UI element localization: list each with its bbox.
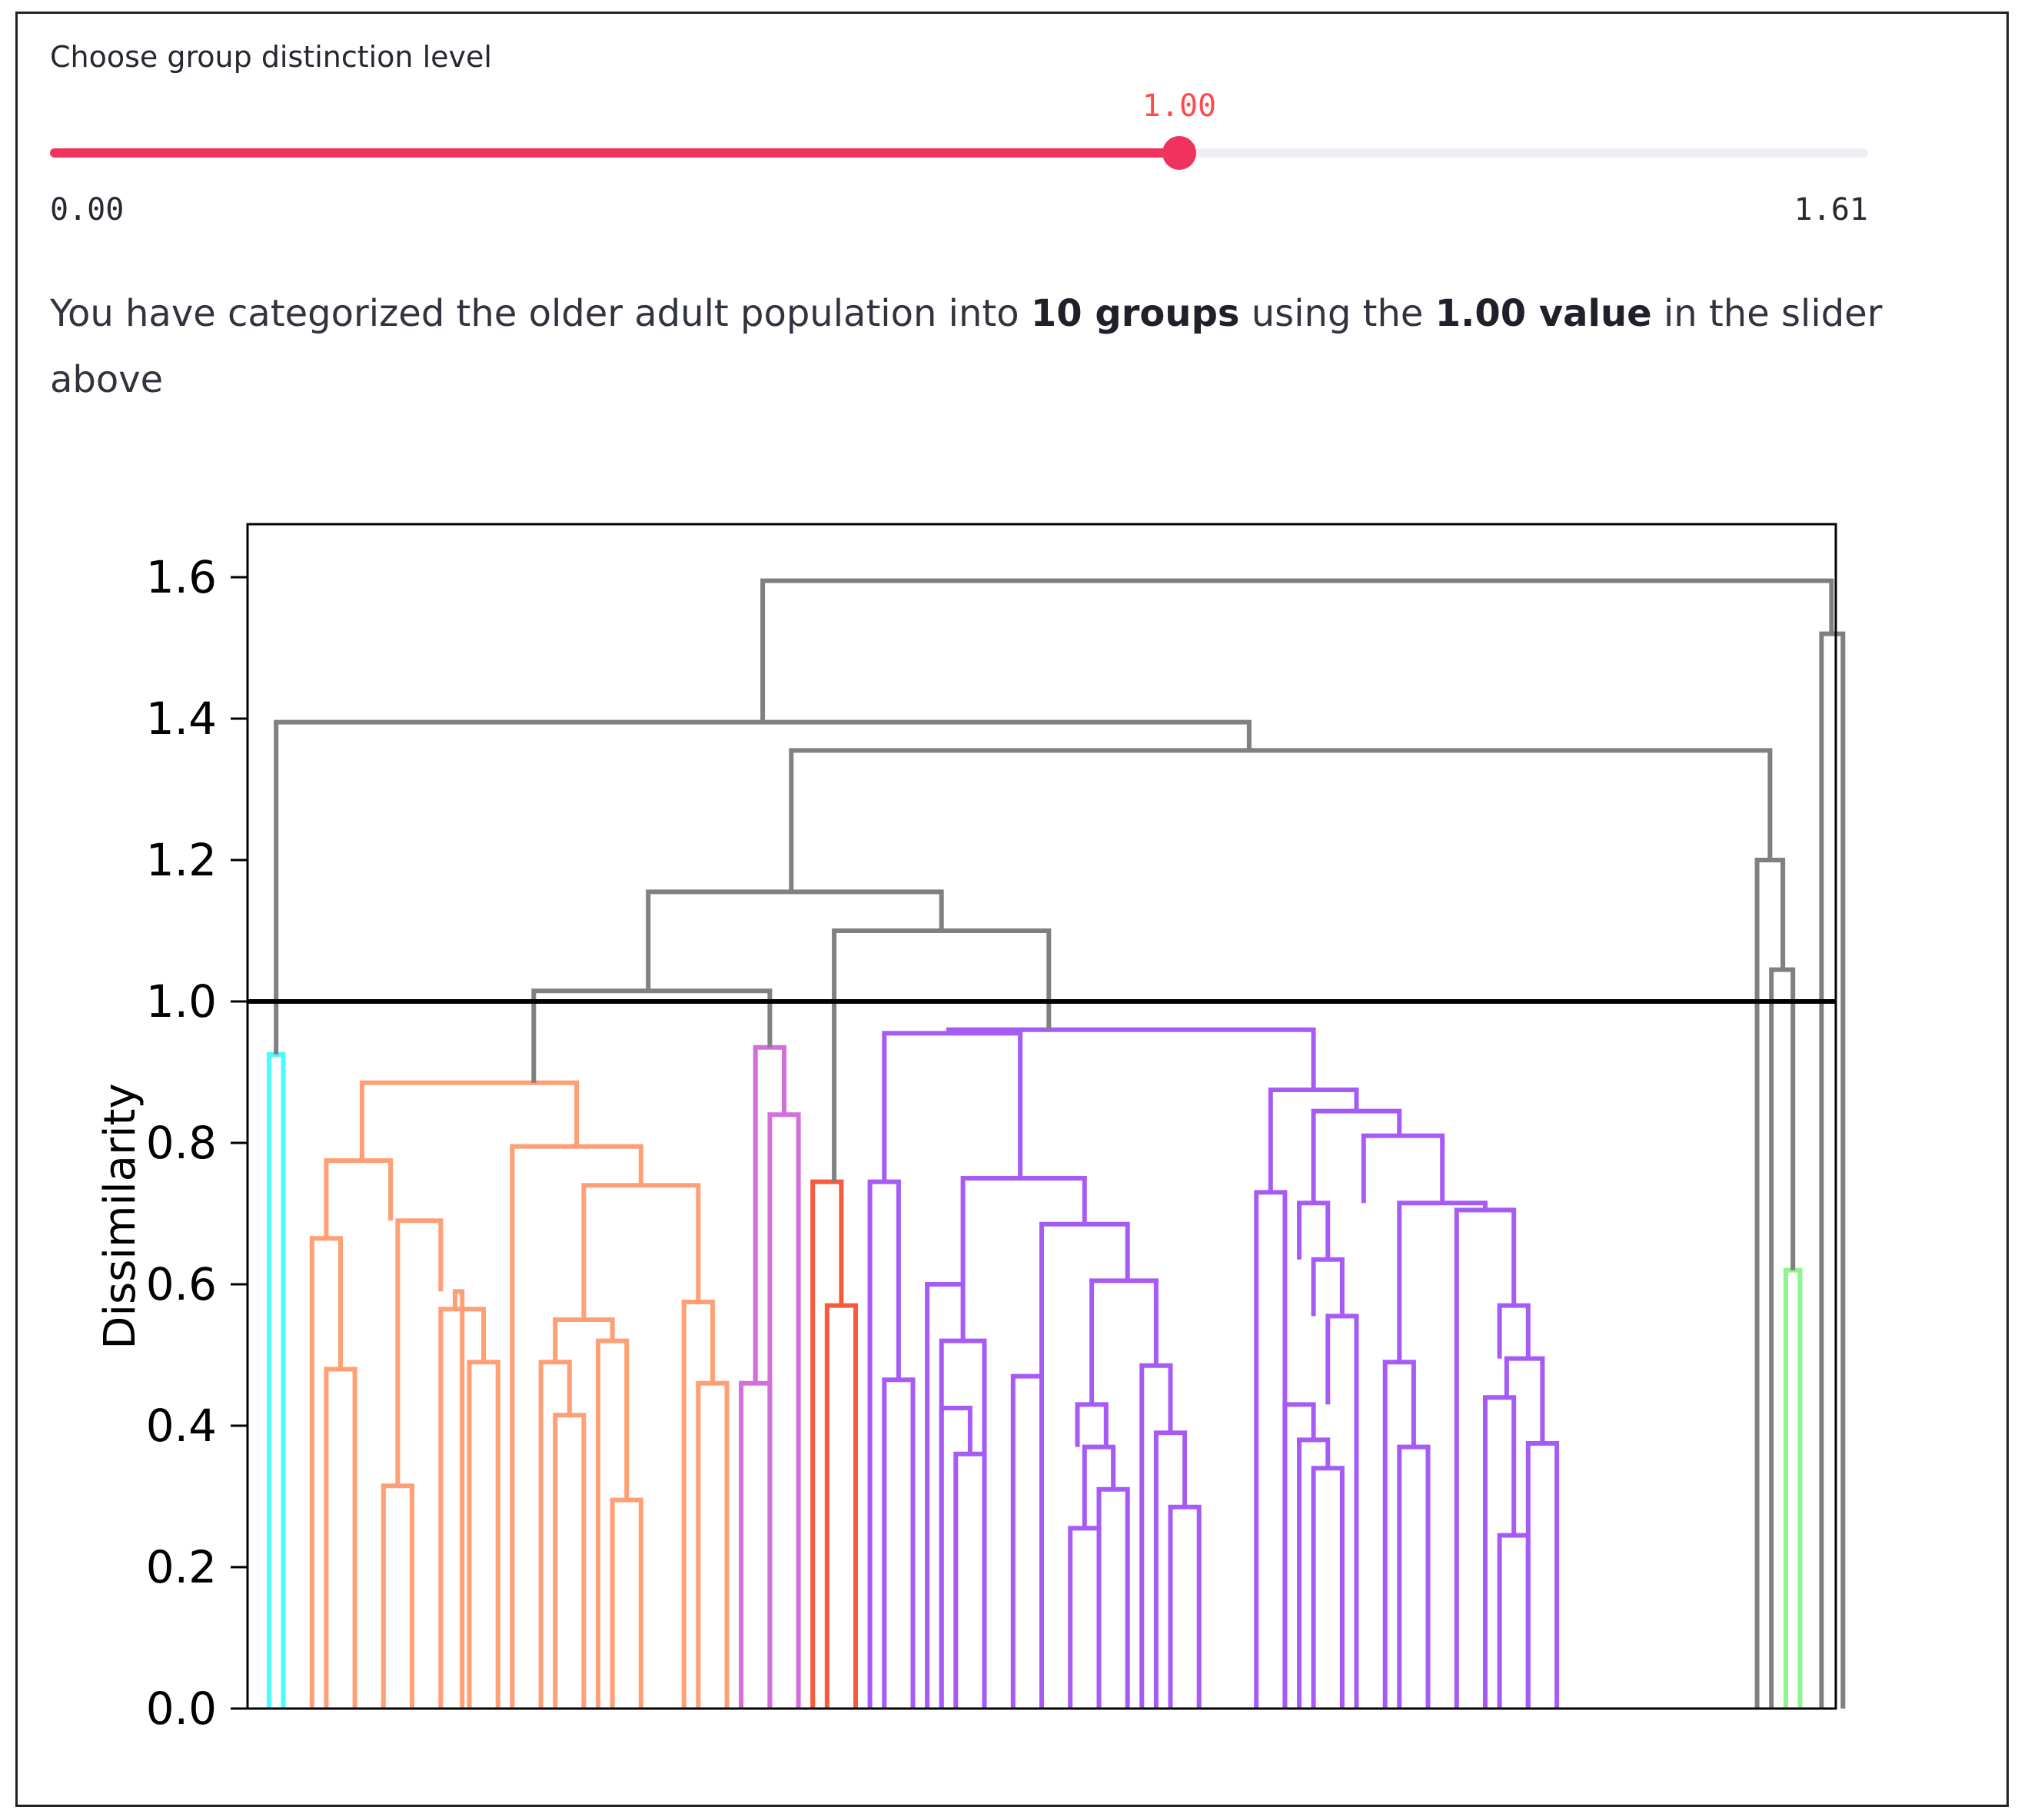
- dendrogram-link-purple: [1311, 1257, 1345, 1317]
- dendrogram-link-purple: [1497, 1533, 1531, 1709]
- dendrogram-link-purple: [1089, 1278, 1159, 1405]
- summary-groups: 10 groups: [1030, 292, 1240, 335]
- y-tick-label: 0.8: [146, 1117, 217, 1169]
- dendrogram-link-above_threshold: [531, 988, 773, 1083]
- dendrogram-link-orange: [324, 1367, 357, 1709]
- dendrogram-link-red: [810, 1179, 844, 1709]
- slider-max-label: 1.61: [1794, 192, 1868, 227]
- y-tick-label: 1.0: [146, 975, 217, 1028]
- dendrogram-link-purple: [1168, 1504, 1202, 1709]
- summary-middle: using the: [1239, 292, 1435, 335]
- y-tick-label: 0.6: [146, 1258, 217, 1310]
- dendrogram-link-purple: [1075, 1402, 1109, 1447]
- dendrogram-link-purple: [1039, 1221, 1130, 1377]
- dendrogram-link-green: [1783, 1267, 1803, 1709]
- dendrogram-link-orange: [510, 1144, 643, 1709]
- dendrogram-link-purple: [1010, 1373, 1044, 1709]
- dendrogram-link-above_threshold: [760, 578, 1834, 722]
- dendrogram-link-above_threshold: [1819, 631, 1846, 1709]
- y-tick-label: 0.0: [146, 1682, 217, 1735]
- dendrogram-link-purple: [882, 1031, 1023, 1182]
- dendrogram-link-purple: [925, 1282, 966, 1709]
- dendrogram-link-purple: [1311, 1108, 1402, 1204]
- y-tick-label: 0.4: [146, 1400, 217, 1452]
- dendrogram-link-orange: [381, 1483, 414, 1709]
- plot-frame: [246, 523, 1837, 1710]
- distinction-level-slider[interactable]: [50, 136, 1868, 170]
- dendrogram-link-purple: [953, 1451, 987, 1709]
- dendrogram-link-purple: [939, 1338, 987, 1709]
- y-tick-label: 1.2: [146, 834, 217, 886]
- summary-suffix: in the slider above: [50, 292, 1883, 401]
- dendrogram-link-orange: [324, 1158, 394, 1239]
- summary-prefix: You have categorized the older adult pop…: [50, 292, 1031, 335]
- dendrogram-link-orange: [553, 1413, 587, 1709]
- dendrogram-link-orchid: [767, 1112, 801, 1709]
- dendrogram-link-purple: [1361, 1133, 1445, 1204]
- summary-value: 1.00 value: [1435, 292, 1652, 335]
- slider-current-value-text: 1.00: [1142, 88, 1217, 124]
- slider-fill: [50, 148, 1179, 158]
- dendrogram-link-purple: [1504, 1356, 1545, 1443]
- dendrogram-link-purple: [1397, 1201, 1488, 1363]
- slider-label: Choose group distinction level: [50, 40, 492, 74]
- dendrogram-link-orange: [452, 1289, 465, 1709]
- dendrogram-link-purple: [946, 1027, 1316, 1090]
- dendrogram-link-purple: [1282, 1402, 1316, 1709]
- dendrogram-link-above_threshold: [646, 889, 944, 991]
- dendrogram-link-cyan: [266, 1052, 286, 1709]
- dendrogram-link-orange: [467, 1360, 500, 1709]
- y-tick-label: 1.4: [146, 692, 217, 745]
- dendrogram-link-purple: [960, 1176, 1087, 1284]
- y-axis-label: Dissimilarity: [95, 1083, 145, 1349]
- dendrogram-link-orchid: [739, 1380, 773, 1709]
- dendrogram-link-above_threshold: [832, 928, 1052, 1182]
- slider-thumb[interactable]: [1162, 136, 1196, 170]
- dendrogram-link-purple: [1497, 1303, 1531, 1359]
- dendrogram-link-purple: [1068, 1526, 1102, 1709]
- dendrogram-link-purple: [1397, 1444, 1431, 1709]
- dendrogram-link-above_threshold: [1769, 967, 1796, 1709]
- dendrogram-link-purple: [1525, 1441, 1560, 1709]
- dendrogram-link-purple: [1254, 1190, 1288, 1709]
- dendrogram-link-purple: [1082, 1444, 1116, 1529]
- dendrogram-links: [266, 578, 1846, 1709]
- dendrogram-link-purple: [1096, 1486, 1130, 1709]
- dendrogram-link-purple: [1297, 1201, 1331, 1260]
- dendrogram-link-above_threshold: [274, 719, 1252, 1054]
- dendrogram-link-orange: [581, 1183, 701, 1320]
- dendrogram-link-purple: [882, 1377, 916, 1709]
- dendrogram-link-above_threshold: [789, 748, 1773, 892]
- slider-min-label: 0.00: [50, 192, 125, 227]
- dendrogram-link-orange: [359, 1080, 580, 1161]
- y-axis: 0.0 0.2 0.4 0.6 0.8 1.0 1.2 1.4 1.6: [146, 551, 248, 1735]
- dendrogram-link-purple: [1483, 1395, 1517, 1709]
- y-tick-label: 0.2: [146, 1541, 217, 1593]
- summary-text: You have categorized the older adult pop…: [50, 281, 1895, 413]
- dendrogram-link-purple: [1311, 1466, 1345, 1709]
- dendrogram-link-orange: [395, 1218, 444, 1486]
- dendrogram-link-orange: [610, 1497, 643, 1709]
- y-tick-label: 1.6: [146, 551, 217, 603]
- dendrogram-link-orange: [696, 1380, 730, 1709]
- dendrogram-link-red: [824, 1303, 858, 1709]
